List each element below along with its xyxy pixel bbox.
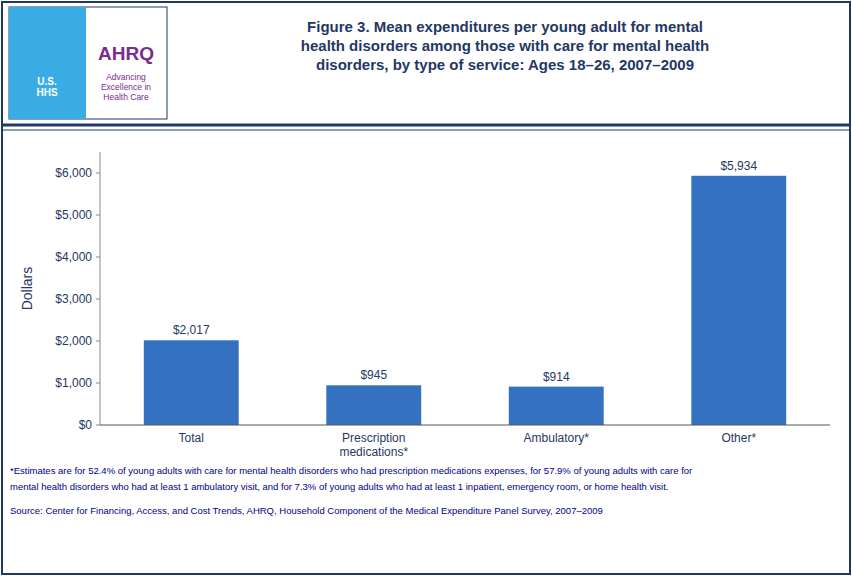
bar — [144, 340, 239, 425]
chart: U.S.HHS AHRQ AdvancingExcellence inHealth … — [0, 0, 852, 576]
x-axis-line — [100, 425, 830, 426]
y-axis-label: Dollars — [19, 267, 35, 311]
x-tick-label: Other* — [721, 431, 756, 445]
y-tick — [96, 383, 100, 384]
bars — [144, 176, 786, 425]
bar — [691, 176, 786, 425]
bar — [509, 387, 604, 425]
y-tick-label: $0 — [79, 418, 93, 432]
y-tick — [96, 173, 100, 174]
x-tick-label: Ambulatory* — [524, 431, 590, 445]
y-axis-line — [100, 152, 101, 425]
data-label: $5,934 — [720, 159, 757, 173]
y-tick — [96, 215, 100, 216]
title: Figure 3. Mean expenditures per young ad… — [301, 18, 709, 73]
data-label: $914 — [543, 370, 570, 384]
separator — [2, 130, 850, 131]
data-label: $2,017 — [173, 323, 210, 337]
y-tick-label: $5,000 — [55, 208, 92, 222]
y-tick-label: $4,000 — [55, 250, 92, 264]
x-tick-label: Prescriptionmedications* — [339, 431, 408, 459]
y-tick — [96, 341, 100, 342]
footnote: mental health disorders who had at least… — [10, 481, 669, 492]
y-tick — [96, 299, 100, 300]
y-tick — [96, 425, 100, 426]
y-tick — [96, 257, 100, 258]
y-tick-label: $6,000 — [55, 166, 92, 180]
bar — [326, 385, 421, 425]
logo-ahrq: AHRQ — [98, 43, 154, 64]
separator — [2, 124, 850, 127]
footnote: *Estimates are for 52.4% of young adults… — [10, 465, 692, 476]
data-label: $945 — [360, 368, 387, 382]
logo-hhs-text: U.S.HHS — [36, 76, 57, 98]
x-tick-label: Total — [179, 431, 204, 445]
footnote: Source: Center for Financing, Access, an… — [10, 505, 603, 516]
page-border — [2, 2, 850, 574]
y-tick-label: $3,000 — [55, 292, 92, 306]
logo-tagline: AdvancingExcellence inHealth Care — [101, 72, 151, 102]
y-tick-label: $1,000 — [55, 376, 92, 390]
logo-hhs — [9, 7, 86, 119]
logo-box — [9, 7, 167, 119]
y-tick-label: $2,000 — [55, 334, 92, 348]
